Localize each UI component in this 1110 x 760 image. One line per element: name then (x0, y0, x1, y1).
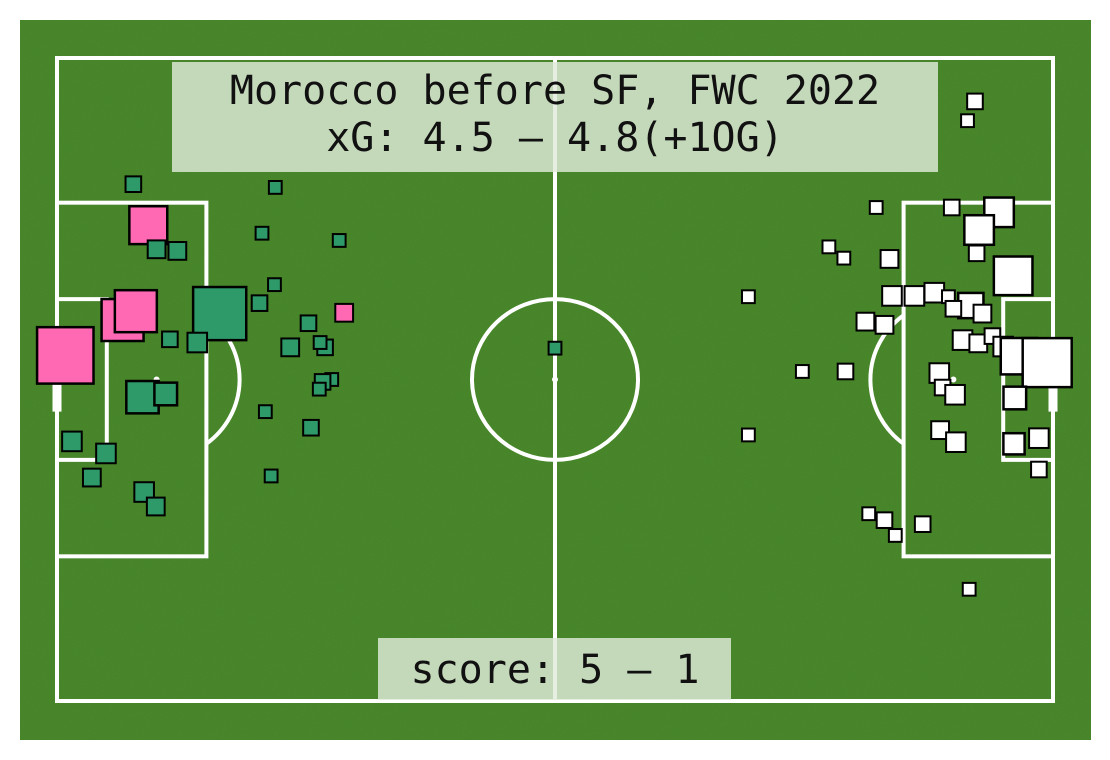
title-background (172, 62, 938, 172)
morocco-goal-marker-4 (334, 302, 355, 323)
opponent-shot-marker-36 (1028, 427, 1050, 449)
opponent-shot-marker-33 (930, 420, 951, 441)
morocco-shot-marker-19 (254, 225, 270, 241)
morocco-shot-marker-18 (267, 180, 283, 195)
morocco-shot-marker-31 (302, 418, 320, 437)
opponent-shot-marker-38 (1030, 460, 1048, 479)
score-box: score: 5 – 1 (378, 638, 731, 700)
morocco-shot-marker-9 (146, 239, 167, 260)
score-label: score: 5 – 1 (411, 647, 700, 693)
shot-markers (35, 92, 1073, 597)
chart-title-line-2: xG: 4.5 – 4.8(+1OG) (326, 115, 784, 161)
morocco-shot-marker-12 (186, 331, 209, 354)
opponent-shot-marker-5 (963, 213, 996, 247)
morocco-shot-marker-22 (250, 294, 269, 312)
opponent-shot-marker-12 (881, 285, 903, 307)
morocco-shot-marker-30 (257, 404, 273, 420)
opponent-shot-marker-11 (740, 289, 756, 305)
morocco-shot-marker-32 (263, 468, 279, 484)
right-penalty-spot (950, 376, 957, 383)
morocco-shot-marker-5 (191, 285, 248, 342)
morocco-goal-marker-3 (128, 204, 169, 246)
morocco-goal-marker-2 (113, 288, 159, 334)
opponent-shot-marker-34 (945, 431, 967, 453)
opponent-shot-marker-20 (874, 314, 895, 335)
opponent-shot-marker-0 (966, 92, 984, 111)
opponent-shot-marker-17 (944, 299, 963, 318)
score-background (378, 638, 731, 700)
morocco-shot-marker-14 (95, 442, 117, 465)
morocco-shot-marker-15 (81, 467, 102, 488)
morocco-shot-marker-17 (145, 496, 166, 517)
opponent-shot-marker-7 (967, 244, 986, 263)
opponent-shot-marker-35 (1002, 431, 1026, 456)
morocco-shot-marker-10 (167, 241, 188, 261)
opponent-shot-marker-26 (1021, 336, 1073, 389)
morocco-shot-marker-20 (331, 233, 347, 248)
opponent-shot-marker-13 (903, 285, 926, 307)
morocco-shot-marker-21 (267, 277, 282, 293)
opponent-shot-marker-6 (821, 239, 837, 255)
opponent-shot-marker-43 (961, 581, 977, 597)
morocco-shot-marker-7 (153, 381, 179, 407)
opponent-shot-marker-40 (875, 511, 894, 529)
morocco-shot-marker-11 (161, 330, 179, 349)
morocco-shot-marker-24 (280, 337, 301, 358)
morocco-shot-marker-29 (311, 381, 327, 397)
opponent-shot-marker-31 (944, 383, 966, 406)
opponent-shot-marker-9 (879, 249, 900, 269)
morocco-shot-marker-33 (547, 340, 563, 356)
morocco-shot-marker-23 (299, 314, 318, 333)
opponent-shot-marker-3 (942, 198, 961, 217)
centre-spot (552, 376, 558, 383)
opponent-shot-marker-32 (1002, 385, 1028, 411)
opponent-shot-marker-2 (868, 200, 884, 215)
title-box: Morocco before SF, FWC 2022 xG: 4.5 – 4.… (172, 62, 938, 172)
opponent-shot-marker-42 (887, 528, 903, 543)
opponent-shot-marker-28 (836, 362, 855, 381)
opponent-shot-marker-8 (836, 250, 852, 266)
morocco-shot-marker-26 (312, 335, 328, 350)
chart-title-line-1: Morocco before SF, FWC 2022 (230, 68, 880, 114)
opponent-shot-marker-18 (972, 303, 993, 324)
centre-circle (470, 297, 640, 462)
opponent-shot-marker-41 (913, 515, 932, 533)
morocco-shot-marker-13 (61, 430, 83, 453)
opponent-shot-marker-1 (960, 113, 975, 129)
opponent-shot-marker-27 (794, 364, 810, 379)
opponent-shot-marker-37 (740, 427, 756, 443)
morocco-shot-marker-8 (124, 175, 143, 193)
morocco-goal-marker-0 (35, 325, 95, 385)
opponent-shot-marker-10 (992, 255, 1034, 297)
opponent-shot-marker-19 (855, 311, 876, 332)
opponent-shot-marker-39 (861, 506, 877, 522)
